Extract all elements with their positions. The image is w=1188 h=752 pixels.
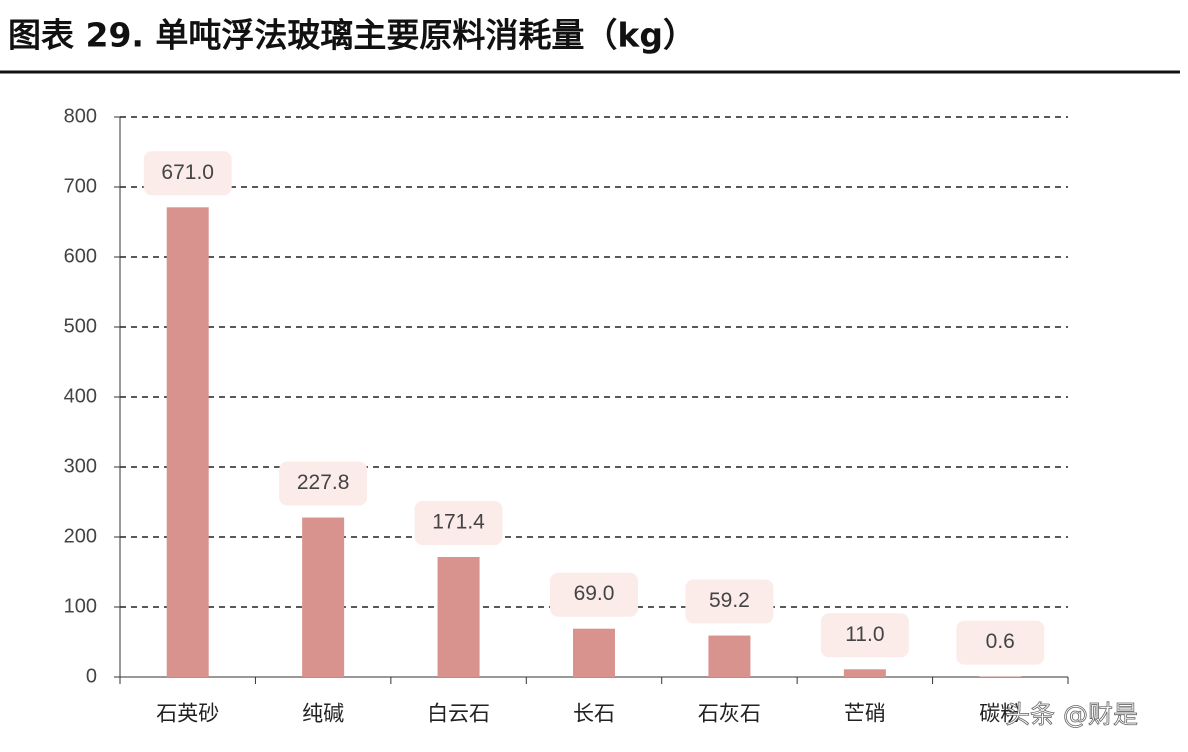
value-label-box <box>956 620 1045 665</box>
bar <box>166 207 209 678</box>
x-tick-label: 白云石 <box>427 702 490 726</box>
y-tick-label: 0 <box>86 665 97 687</box>
y-tick-label: 500 <box>64 315 97 337</box>
chart-title: 图表 29. 单吨浮法玻璃主要原料消耗量（kg） <box>8 16 696 55</box>
bar <box>843 669 886 677</box>
y-tick-label: 400 <box>64 385 97 407</box>
value-label: 59.2 <box>709 589 750 612</box>
x-tick-label: 碳粉 <box>979 702 1021 726</box>
bar <box>302 517 345 677</box>
value-label: 227.8 <box>297 471 350 494</box>
value-label: 11.0 <box>845 623 884 646</box>
y-tick-label: 600 <box>64 245 97 267</box>
x-tick-label: 石灰石 <box>698 702 761 726</box>
x-tick-label: 纯碱 <box>302 702 344 726</box>
bar <box>708 635 751 677</box>
x-tick-label: 芒硝 <box>844 702 886 726</box>
watermark: 头条 @财是 <box>1005 700 1138 729</box>
value-label-box <box>685 579 774 624</box>
value-label: 171.4 <box>432 511 485 534</box>
y-tick-label: 700 <box>64 175 97 197</box>
y-tick-label: 200 <box>64 525 97 547</box>
y-tick-label: 800 <box>64 105 97 127</box>
value-label-box <box>279 461 368 506</box>
value-label: 69.0 <box>574 582 615 605</box>
y-tick-label: 300 <box>64 455 97 477</box>
value-label-box <box>820 613 909 658</box>
value-label-box <box>550 572 638 617</box>
value-label: 671.0 <box>161 161 214 184</box>
bar <box>437 557 480 677</box>
x-tick-label: 石英砂 <box>156 702 219 726</box>
value-label: 0.6 <box>986 630 1015 653</box>
value-label-box <box>414 501 503 546</box>
y-tick-label: 100 <box>64 595 97 617</box>
bar <box>573 628 615 677</box>
x-tick-label: 长石 <box>573 702 615 726</box>
value-label-box <box>143 151 232 196</box>
